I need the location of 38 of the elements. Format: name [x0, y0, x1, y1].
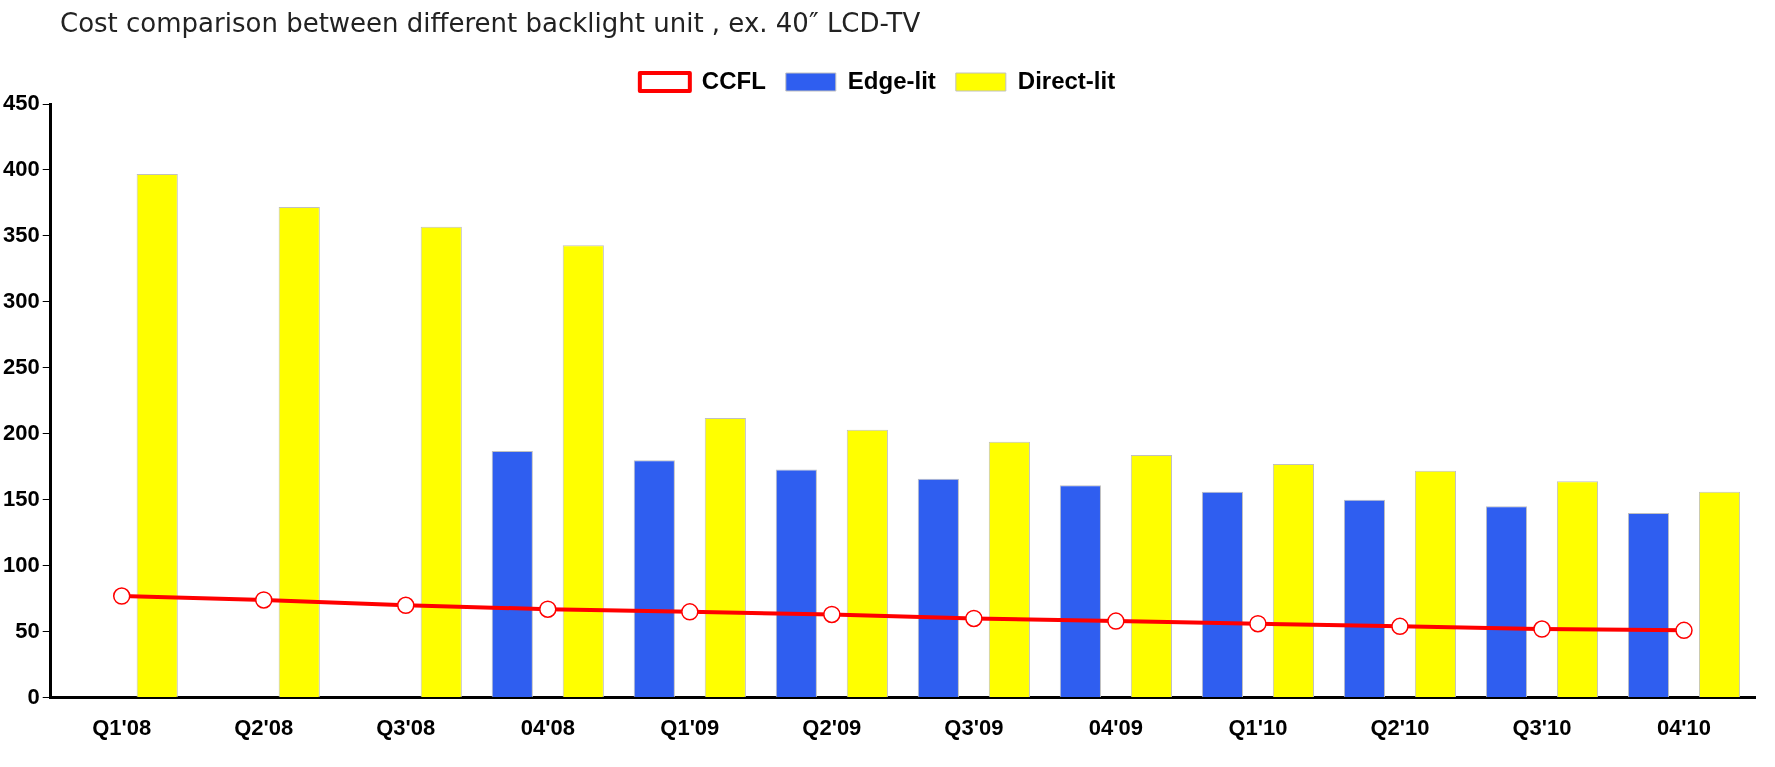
- y-tick-label: 150: [2, 485, 40, 511]
- chart-title: Cost comparison between different backlight unit , ex. 40″ LCD-TV: [60, 8, 921, 38]
- point: [1391, 617, 1409, 636]
- x-tick-label: Q3'09: [944, 714, 1004, 740]
- x-tick-label: Q2'09: [802, 714, 862, 740]
- x-tick-label: 04'09: [1088, 714, 1143, 740]
- point: [1107, 612, 1125, 630]
- point: [1675, 621, 1693, 640]
- legend-label: CCFL: [701, 66, 766, 94]
- x-tick-label: Q2'10: [1370, 714, 1430, 740]
- point: [112, 587, 131, 605]
- point: [254, 591, 273, 609]
- y-tick-label: 450: [2, 90, 40, 116]
- x-tick-label: Q1'08: [92, 714, 152, 740]
- point: [823, 605, 841, 624]
- point: [397, 596, 415, 615]
- y-tick-label: 0: [27, 683, 40, 709]
- point: [1249, 614, 1267, 633]
- y-tick-label: 100: [2, 551, 40, 577]
- point: [1533, 620, 1551, 638]
- legend-label: Edge-lit: [847, 66, 936, 94]
- y-tick-label: 250: [2, 353, 40, 379]
- x-tick-label: 04'08: [520, 714, 575, 740]
- x-tick-label: 04'10: [1656, 714, 1712, 740]
- y-tick-label: 300: [2, 287, 40, 313]
- point: [681, 603, 699, 621]
- y-tick-label: 350: [2, 221, 40, 247]
- y-tick-label: 200: [2, 419, 40, 445]
- point: [539, 600, 557, 618]
- x-tick-label: Q3'08: [376, 714, 436, 740]
- y-tick-label: 50: [15, 617, 40, 643]
- x-tick-label: Q1'10: [1228, 714, 1288, 740]
- x-tick-label: Q3'10: [1512, 714, 1572, 740]
- x-tick-label: Q2'08: [234, 714, 294, 740]
- x-tick-label: Q1'09: [660, 714, 720, 740]
- y-tick-label: 400: [2, 156, 40, 182]
- point: [965, 609, 983, 628]
- legend-label: Direct-lit: [1017, 66, 1116, 94]
